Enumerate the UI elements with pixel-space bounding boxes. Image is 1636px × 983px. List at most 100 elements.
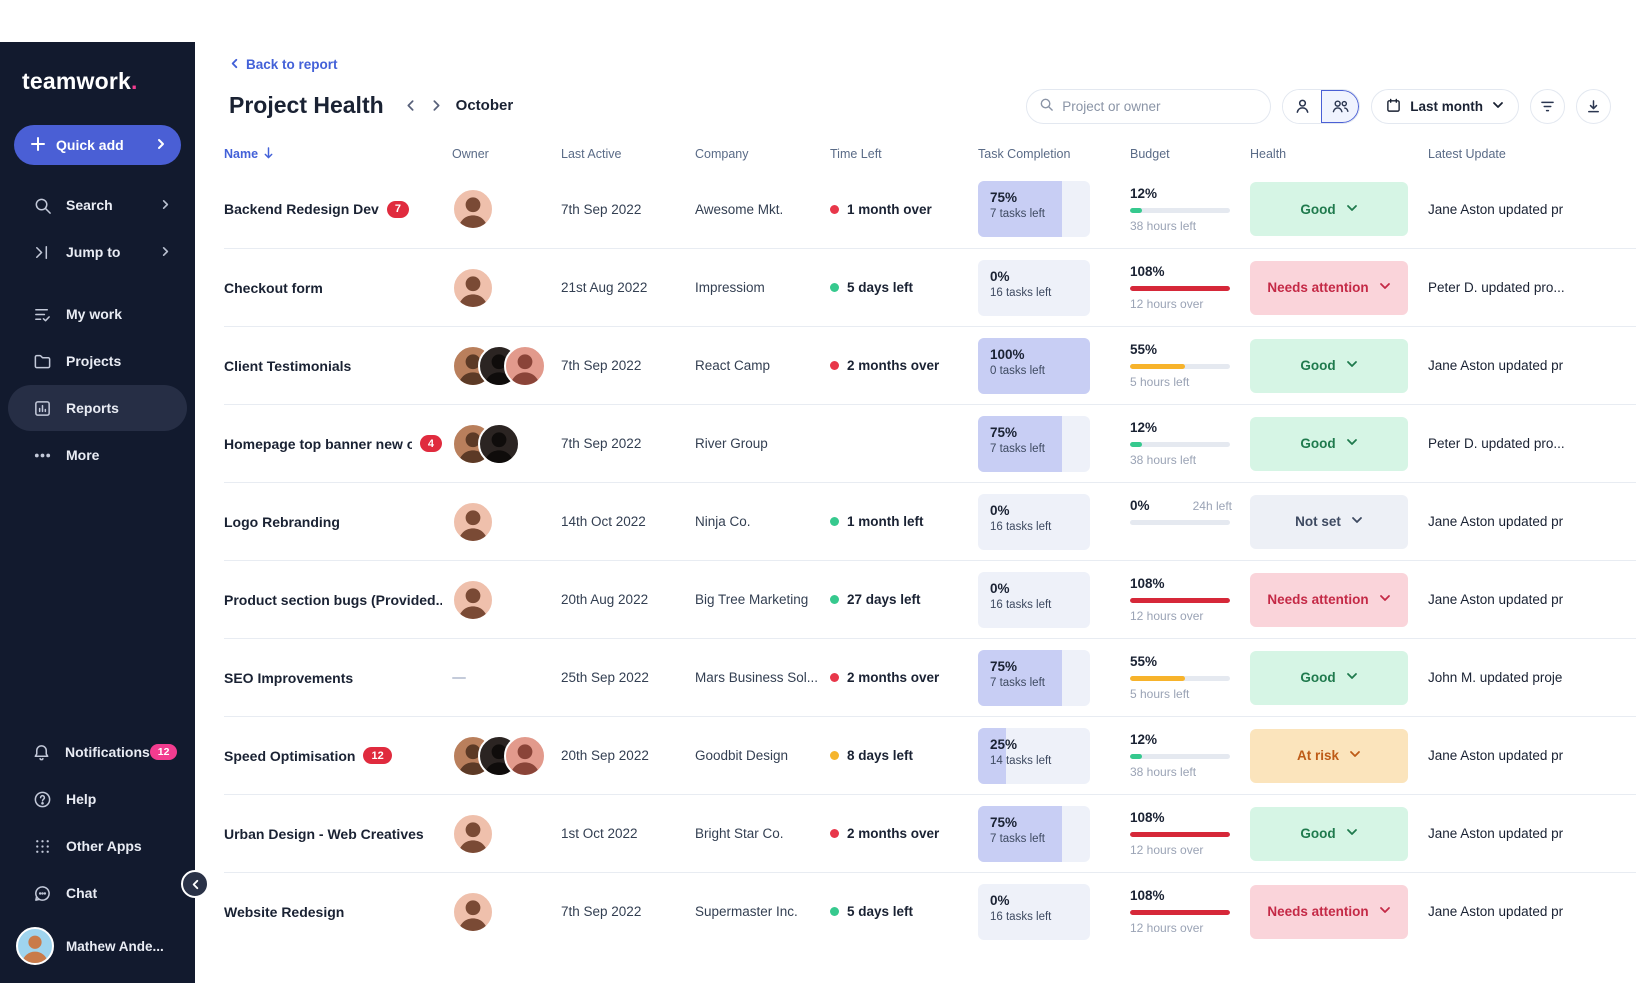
budget-inline-label: 24h left [1192, 499, 1232, 513]
health-status-dropdown[interactable]: Needs attention [1250, 260, 1408, 315]
completion-percent: 25% [990, 736, 1018, 752]
project-name[interactable]: Logo Rebranding [224, 513, 340, 530]
project-name[interactable]: Product section bugs (Provided... [224, 591, 442, 608]
date-range-dropdown[interactable]: Last month [1371, 89, 1519, 124]
sidebar-item-more[interactable]: More [8, 432, 187, 478]
health-status-dropdown[interactable]: Good [1250, 650, 1408, 705]
table-row[interactable]: Product section bugs (Provided... 20th A… [224, 560, 1636, 638]
sidebar-nav-top: Search Jump to [0, 181, 195, 276]
budget-percent: 108% [1130, 810, 1165, 825]
sidebar-item-reports[interactable]: Reports [8, 385, 187, 431]
table-row[interactable]: Urban Design - Web Creatives 1st Oct 202… [224, 794, 1636, 872]
budget-progress-bar [1130, 207, 1230, 213]
column-header-latest-update[interactable]: Latest Update [1428, 147, 1506, 161]
table-row[interactable]: Backend Redesign Dev 7 7th Sep 2022 Awes… [224, 170, 1636, 248]
column-header-name[interactable]: Name [224, 146, 452, 162]
sidebar-item-my-work[interactable]: My work [8, 291, 187, 337]
table-row[interactable]: Checkout form 21st Aug 2022 Impressiom 5… [224, 248, 1636, 326]
sidebar-item-notifications[interactable]: Notifications 12 [8, 729, 187, 775]
health-status-dropdown[interactable]: Good [1250, 806, 1408, 861]
column-header-last-active[interactable]: Last Active [561, 147, 622, 161]
budget-meter: 108% 12 hours over [1130, 264, 1250, 311]
back-to-report-link[interactable]: Back to report [229, 57, 338, 72]
project-name[interactable]: Speed Optimisation [224, 747, 356, 764]
project-name[interactable]: Backend Redesign Dev [224, 201, 379, 217]
project-name[interactable]: SEO Improvements [224, 669, 354, 686]
project-name[interactable]: Website Redesign [224, 903, 345, 920]
sort-desc-icon [263, 146, 274, 162]
owner-avatars[interactable] [452, 578, 561, 621]
health-status-dropdown[interactable]: Not set [1250, 494, 1408, 549]
budget-meter: 0% 24h left [1130, 498, 1250, 545]
budget-percent: 55% [1130, 654, 1158, 669]
sidebar-item-projects[interactable]: Projects [8, 338, 187, 384]
next-period-button[interactable] [424, 93, 450, 119]
sidebar-item-other-apps[interactable]: Other Apps [8, 823, 187, 869]
sidebar-item-jump-to[interactable]: Jump to [8, 229, 187, 275]
column-header-owner[interactable]: Owner [452, 147, 489, 161]
budget-meter: 108% 12 hours over [1130, 576, 1250, 623]
filter-button[interactable] [1530, 89, 1565, 124]
previous-period-button[interactable] [398, 93, 424, 119]
health-status-dropdown[interactable]: Good [1250, 182, 1408, 236]
column-header-budget[interactable]: Budget [1130, 147, 1170, 161]
owner-avatars[interactable] [452, 890, 561, 933]
budget-meter: 108% 12 hours over [1130, 810, 1250, 857]
health-status-dropdown[interactable]: Needs attention [1250, 572, 1408, 627]
download-button[interactable] [1576, 89, 1611, 124]
sidebar-item-search[interactable]: Search [8, 182, 187, 228]
table-row[interactable]: Client Testimonials 7th Sep 2022 React C… [224, 326, 1636, 404]
project-name[interactable]: Urban Design - Web Creatives [224, 825, 424, 842]
table-row[interactable]: Homepage top banner new o... 4 7th Sep 2… [224, 404, 1636, 482]
table-row[interactable]: SEO Improvements 25th Sep 2022 Mars Busi… [224, 638, 1636, 716]
owner-avatars[interactable] [452, 422, 561, 465]
project-name[interactable]: Client Testimonials [224, 357, 352, 374]
project-name[interactable]: Checkout form [224, 279, 323, 296]
table-row[interactable]: Logo Rebranding 14th Oct 2022 Ninja Co. … [224, 482, 1636, 560]
budget-sub-label: 12 hours over [1130, 609, 1204, 623]
owner-avatars[interactable] [452, 188, 561, 230]
budget-sub-label [1130, 531, 1232, 545]
column-header-task-completion[interactable]: Task Completion [978, 147, 1071, 161]
chevron-down-icon [1349, 748, 1361, 763]
column-header-company[interactable]: Company [695, 147, 749, 161]
table-row[interactable]: Speed Optimisation 12 20th Sep 2022 Good… [224, 716, 1636, 794]
sidebar-item-label: Help [66, 791, 97, 807]
owner-avatars[interactable] [452, 344, 561, 387]
single-person-view-button[interactable] [1283, 90, 1322, 123]
budget-sub-label: 12 hours over [1130, 297, 1204, 311]
owner-avatars[interactable] [452, 734, 561, 777]
owner-avatars[interactable] [452, 266, 561, 309]
quick-add-button[interactable]: Quick add [14, 125, 181, 165]
user-profile[interactable]: Mathew Ande... [0, 917, 195, 983]
health-status-dropdown[interactable]: Good [1250, 416, 1408, 471]
owner-avatars[interactable] [452, 676, 561, 679]
project-name[interactable]: Homepage top banner new o... [224, 435, 412, 452]
company-name: Big Tree Marketing [695, 592, 809, 607]
projects-folder-icon [32, 351, 52, 371]
column-header-health[interactable]: Health [1250, 147, 1287, 161]
search-input[interactable] [1062, 99, 1259, 114]
last-active-date: 14th Oct 2022 [561, 514, 646, 529]
task-completion-meter: 75% 7 tasks left [978, 415, 1090, 472]
owner-avatars[interactable] [452, 812, 561, 855]
group-view-button[interactable] [1321, 90, 1360, 123]
budget-percent: 108% [1130, 264, 1165, 279]
last-active-date: 7th Sep 2022 [561, 904, 642, 919]
column-header-time-left[interactable]: Time Left [830, 147, 882, 161]
health-status-dropdown[interactable]: Needs attention [1250, 884, 1408, 939]
sidebar-collapse-button[interactable] [181, 870, 209, 898]
health-status-dropdown[interactable]: Good [1250, 338, 1408, 393]
sidebar-item-help[interactable]: Help [8, 776, 187, 822]
budget-progress-bar [1130, 286, 1230, 291]
health-status-dropdown[interactable]: At risk [1250, 728, 1408, 783]
tasks-left-label: 7 tasks left [990, 208, 1045, 220]
budget-progress-bar [1130, 364, 1230, 369]
last-active-date: 21st Aug 2022 [561, 280, 648, 295]
table-row[interactable]: Website Redesign 7th Sep 2022 Supermaste… [224, 872, 1636, 950]
more-dots-icon [32, 445, 52, 465]
owner-avatars[interactable] [452, 500, 561, 543]
budget-progress-bar [1130, 442, 1230, 447]
sidebar-item-chat[interactable]: Chat [8, 870, 187, 916]
chevron-down-icon [1346, 436, 1358, 451]
